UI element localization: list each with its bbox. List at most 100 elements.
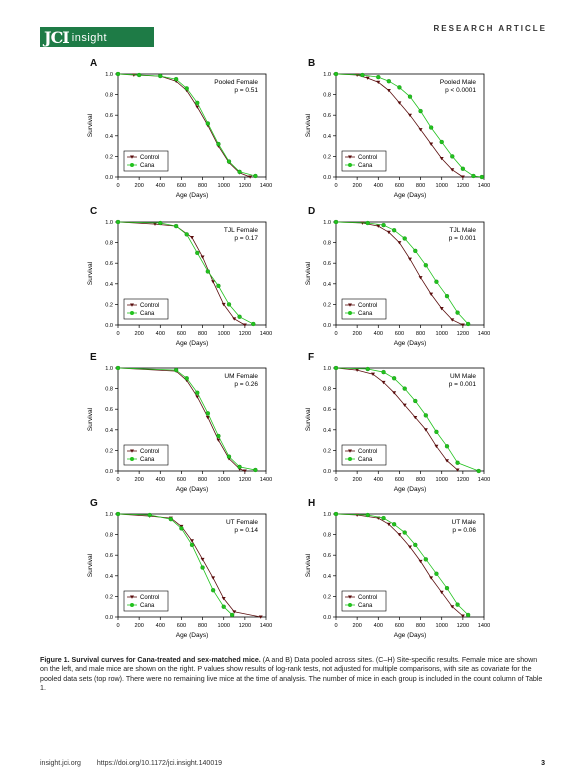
panel-label: A	[90, 58, 98, 69]
x-tick-label: 600	[395, 623, 404, 629]
x-tick-label: 1200	[457, 623, 469, 629]
cana-point	[158, 220, 163, 226]
y-tick-label: 0.4	[323, 574, 331, 580]
x-tick-label: 400	[374, 477, 383, 483]
control-point	[376, 224, 381, 228]
control-point	[371, 372, 375, 376]
panel-title: TJL Male	[450, 227, 477, 234]
x-axis-label: Age (Days)	[394, 486, 427, 493]
cana-series	[333, 219, 471, 327]
panel-label: H	[308, 498, 316, 509]
y-tick-label: 0.4	[105, 282, 113, 288]
control-point	[258, 615, 263, 619]
panel-title: UM Male	[450, 373, 476, 380]
control-point	[221, 596, 226, 601]
cana-point	[391, 228, 397, 233]
p-value: p = 0.26	[234, 381, 258, 388]
x-tick-label: 600	[395, 331, 404, 337]
x-tick-label: 400	[374, 183, 383, 189]
y-axis-label: Survival	[305, 553, 312, 577]
control-point	[423, 428, 428, 432]
cana-point	[216, 433, 221, 439]
y-axis-label: Survival	[305, 407, 312, 431]
panel-d: D 0.0 0.2 0.4 0.6 0.8 1.0 0 200 400 600 800 1000 1200…	[298, 206, 508, 347]
control-point	[402, 403, 407, 407]
legend-box	[341, 444, 387, 466]
survival-chart: 0.0 0.2 0.4 0.6 0.8 1.0 0 200 400 600 800 1000 1200 1…	[305, 365, 490, 493]
control-point	[386, 88, 391, 93]
legend-control-marker	[130, 155, 134, 159]
x-tick-label: 0	[334, 623, 337, 629]
x-tick-label: 200	[134, 331, 143, 337]
cana-point	[173, 76, 179, 82]
cana-point	[455, 602, 460, 607]
y-tick-label: 0.8	[323, 533, 331, 539]
cana-point	[471, 173, 476, 179]
y-tick-label: 0.2	[323, 154, 331, 160]
x-tick-label: 800	[416, 477, 425, 483]
panel-label: C	[90, 206, 98, 217]
cana-point	[402, 236, 407, 241]
x-tick-label: 600	[395, 183, 404, 189]
cana-point	[413, 398, 418, 404]
panel-h: H 0.0 0.2 0.4 0.6 0.8 1.0 0 200 400 600 800 1000 1200…	[298, 498, 508, 639]
x-tick-label: 600	[177, 623, 186, 629]
y-tick-label: 0.0	[323, 323, 331, 329]
y-tick-label: 0.2	[323, 594, 331, 600]
panel-label: B	[308, 58, 316, 69]
x-axis-label: Age (Days)	[176, 192, 209, 199]
x-tick-label: 800	[198, 183, 207, 189]
panel-title: TJL Female	[224, 227, 258, 234]
logo-insight: insight	[71, 32, 108, 44]
x-tick-label: 1400	[260, 183, 272, 189]
footer-doi[interactable]: https://doi.org/10.1172/jci.insight.1400…	[96, 760, 222, 767]
legend-control-label: Control	[140, 155, 159, 161]
y-tick-label: 1.0	[323, 220, 331, 226]
control-line	[335, 73, 464, 178]
x-tick-label: 200	[352, 331, 361, 337]
cana-point	[444, 444, 450, 449]
control-point	[386, 230, 391, 235]
x-tick-label: 1000	[217, 623, 229, 629]
y-tick-label: 0.0	[105, 175, 113, 181]
cana-point	[455, 460, 460, 465]
cana-point	[365, 220, 370, 226]
x-tick-label: 1400	[478, 623, 490, 629]
x-tick-label: 600	[177, 331, 186, 337]
y-axis-label: Survival	[305, 113, 312, 137]
y-tick-label: 0.4	[105, 574, 113, 580]
x-tick-label: 1400	[478, 183, 490, 189]
legend-control-label: Control	[358, 303, 377, 309]
p-value: p = 0.14	[234, 527, 258, 534]
control-point	[439, 590, 444, 595]
x-tick-label: 400	[374, 331, 383, 337]
cana-point	[333, 511, 339, 517]
panel-f: F 0.0 0.2 0.4 0.6 0.8 1.0 0 200 400 600 800 1000 1200…	[298, 352, 508, 493]
legend-control-label: Control	[358, 449, 377, 455]
legend-cana-label: Cana	[140, 163, 155, 169]
cana-point	[205, 269, 211, 274]
x-tick-label: 1000	[435, 477, 447, 483]
panel-label: F	[308, 352, 315, 363]
footer-site[interactable]: insight.jci.org	[40, 760, 81, 767]
y-tick-label: 0.4	[323, 282, 331, 288]
control-point	[232, 610, 237, 614]
survival-chart: 0.0 0.2 0.4 0.6 0.8 1.0 0 200 400 600 800 1000 1200 1…	[305, 71, 490, 199]
control-series	[334, 366, 460, 472]
legend-control-marker	[348, 595, 352, 599]
control-point	[221, 302, 226, 307]
y-tick-label: 1.0	[323, 512, 331, 518]
cana-point	[184, 232, 189, 237]
x-tick-label: 1200	[239, 623, 251, 629]
cana-point	[391, 376, 397, 381]
cana-series	[115, 219, 256, 327]
control-point	[200, 255, 205, 259]
control-point	[460, 614, 465, 618]
control-point	[445, 459, 449, 463]
y-tick-label: 0.6	[323, 553, 331, 559]
plot-frame	[335, 513, 485, 618]
x-tick-label: 1000	[217, 331, 229, 337]
cana-point	[226, 454, 232, 459]
control-point	[439, 156, 444, 161]
cana-point	[158, 73, 163, 79]
